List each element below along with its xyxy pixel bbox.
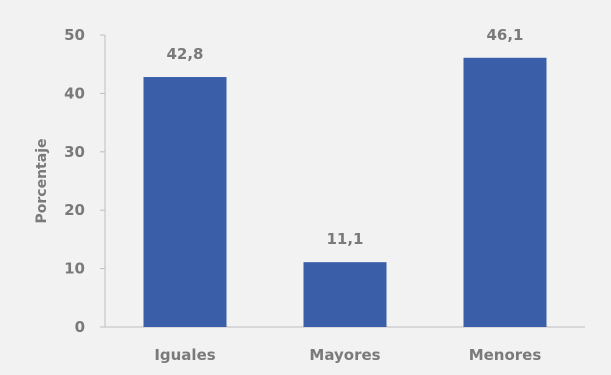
data-label-iguales: 42,8 [166,45,203,63]
y-axis: 0 10 20 30 40 50 [64,26,106,336]
y-tick-label: 20 [64,201,85,219]
x-tick-label-iguales: Iguales [154,346,215,364]
y-tick-label: 0 [75,318,85,336]
x-tick-label-menores: Menores [469,346,542,364]
bar-menores [463,57,547,327]
x-tick-labels: Iguales Mayores Menores [154,346,541,364]
y-axis-title: Porcentaje [34,139,50,224]
bars [143,57,547,327]
data-label-menores: 46,1 [486,26,523,44]
x-tick-label-mayores: Mayores [309,346,380,364]
y-tick-label: 30 [64,143,85,161]
bar-iguales [143,77,227,327]
data-labels: 42,8 11,1 46,1 [166,26,523,248]
y-tick-label: 10 [64,260,85,278]
bar-mayores [303,262,387,327]
data-label-mayores: 11,1 [326,230,363,248]
y-tick-label: 40 [64,84,85,102]
y-tick-label: 50 [64,26,85,44]
